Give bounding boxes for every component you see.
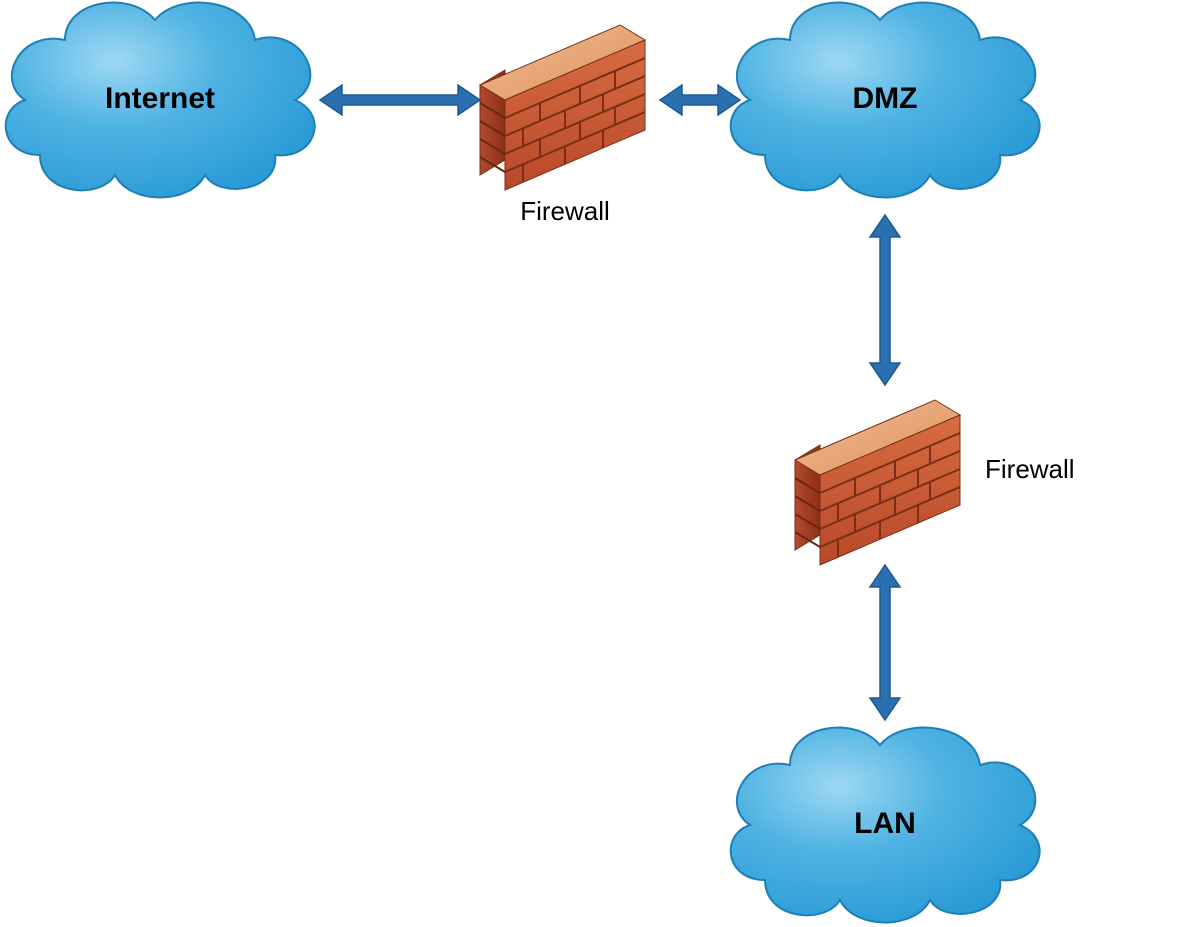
network-diagram: Internet DMZ LAN Firewall Firewall (0, 0, 1184, 927)
firewall-fw2-label: Firewall (985, 454, 1075, 484)
arrow-internet-fw1 (320, 85, 480, 115)
firewall-fw2 (795, 400, 960, 565)
firewall-fw1 (480, 25, 645, 190)
cloud-lan-label: LAN (854, 807, 916, 840)
arrow-dmz-fw2 (870, 215, 900, 385)
cloud-internet-label: Internet (105, 82, 215, 115)
arrow-fw1-dmz (660, 85, 740, 115)
firewall-fw1-label: Firewall (520, 196, 610, 226)
cloud-dmz-label: DMZ (853, 82, 918, 115)
arrow-fw2-lan (870, 565, 900, 720)
